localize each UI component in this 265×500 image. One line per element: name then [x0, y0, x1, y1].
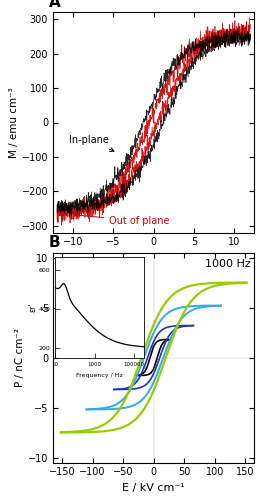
- Text: A: A: [49, 0, 61, 10]
- Text: B: B: [49, 236, 61, 250]
- Text: In-plane: In-plane: [69, 135, 114, 152]
- X-axis label: H / kOe: H / kOe: [133, 253, 174, 263]
- Y-axis label: M / emu cm⁻³: M / emu cm⁻³: [9, 87, 19, 158]
- X-axis label: E / kV cm⁻¹: E / kV cm⁻¹: [122, 483, 185, 493]
- Y-axis label: P / nC cm⁻²: P / nC cm⁻²: [15, 328, 25, 387]
- Text: 1000 Hz: 1000 Hz: [205, 259, 250, 269]
- Text: Out of plane: Out of plane: [75, 214, 170, 226]
